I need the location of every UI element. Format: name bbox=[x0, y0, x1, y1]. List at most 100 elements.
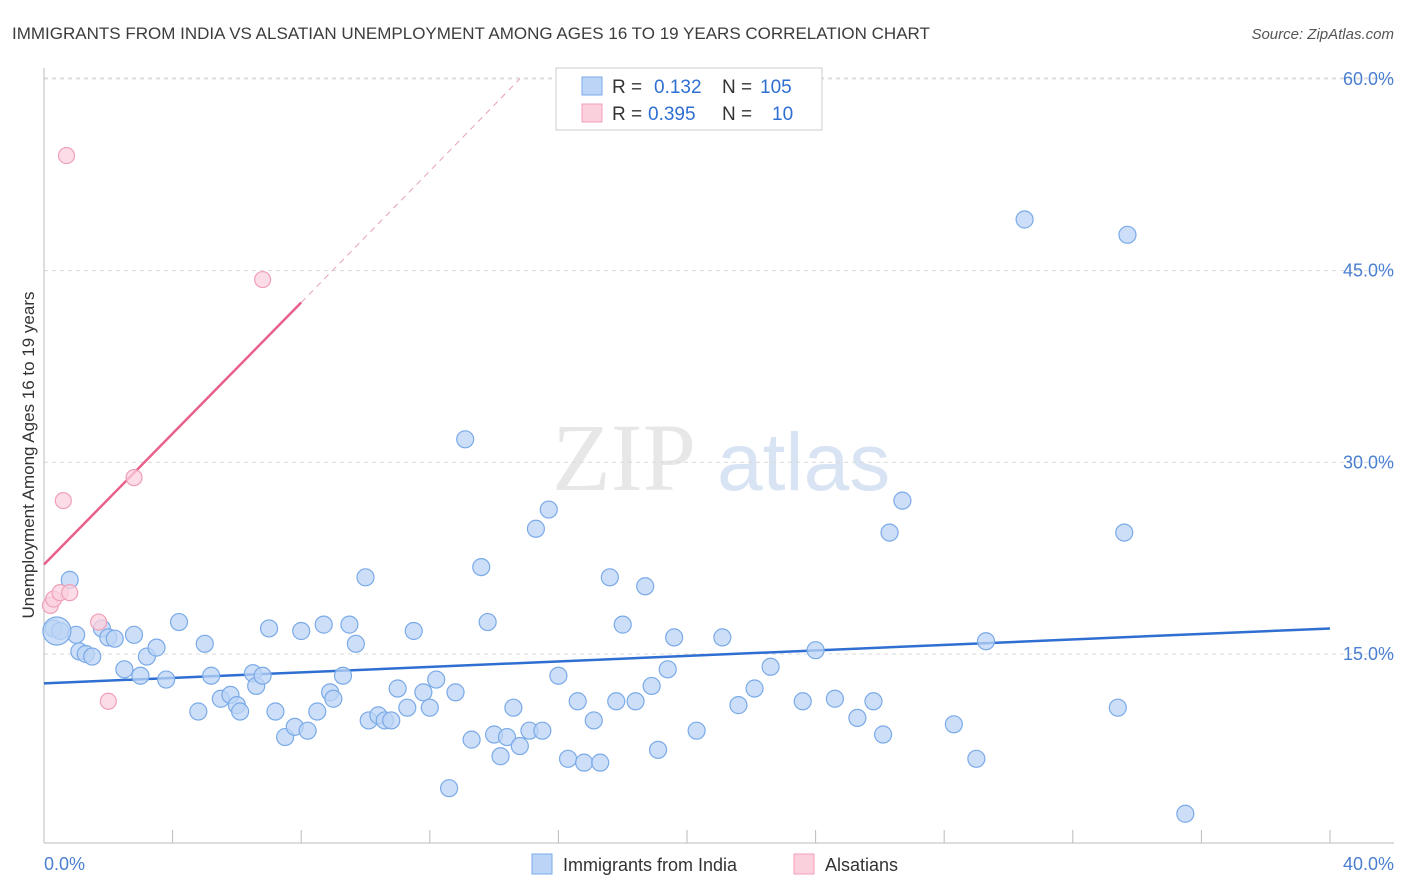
point-series-0-98 bbox=[1108, 698, 1127, 717]
point-series-0-61 bbox=[510, 736, 529, 756]
legend-r-value-alsatians: 0.395 bbox=[648, 104, 696, 125]
point-series-0-85 bbox=[761, 657, 780, 676]
bottom-legend-swatch-india bbox=[531, 853, 553, 875]
legend-n-value-india: 105 bbox=[760, 77, 792, 98]
y-axis-label: Unemployment Among Ages 16 to 19 years bbox=[19, 292, 38, 619]
point-series-0-92 bbox=[880, 523, 899, 542]
point-series-0-100 bbox=[1118, 225, 1137, 244]
point-series-0-75 bbox=[626, 692, 645, 711]
point-series-0-70 bbox=[584, 711, 603, 730]
point-series-0-56 bbox=[478, 612, 497, 632]
point-series-0-15 bbox=[157, 670, 176, 689]
legend-r-label-alsatians: R = bbox=[612, 104, 642, 125]
point-series-0-93 bbox=[893, 491, 912, 510]
point-series-0-89 bbox=[848, 708, 867, 728]
point-series-0-37 bbox=[333, 666, 353, 685]
axes bbox=[43, 68, 1394, 844]
legend-n-label-india: N = bbox=[722, 77, 752, 98]
point-series-0-34 bbox=[314, 615, 333, 634]
point-series-0-94 bbox=[944, 715, 963, 734]
point-series-1-3 bbox=[61, 584, 79, 602]
legend-r-label-india: R = bbox=[612, 77, 642, 98]
watermark: ZIP atlas bbox=[552, 404, 890, 511]
point-series-0-67 bbox=[558, 749, 578, 768]
svg-text:ZIP: ZIP bbox=[552, 404, 696, 511]
point-series-0-58 bbox=[491, 747, 510, 766]
y-tick-label-2: 45.0% bbox=[1343, 261, 1394, 281]
point-series-1-6 bbox=[90, 613, 108, 631]
point-series-0-87 bbox=[806, 641, 825, 660]
point-series-1-5 bbox=[57, 146, 76, 165]
point-series-0-74 bbox=[613, 615, 632, 634]
point-series-0-97 bbox=[1015, 210, 1034, 229]
point-series-0-18 bbox=[195, 634, 214, 653]
point-series-1-4 bbox=[54, 492, 72, 510]
point-series-0-72 bbox=[600, 568, 619, 587]
point-series-0-31 bbox=[292, 621, 311, 641]
point-series-0-88 bbox=[825, 689, 844, 708]
scatter-points bbox=[41, 146, 1195, 823]
point-series-0-80 bbox=[665, 628, 684, 647]
point-series-0-39 bbox=[346, 634, 365, 653]
point-series-0-14 bbox=[147, 638, 166, 657]
point-series-0-101 bbox=[1176, 804, 1195, 823]
trend-line-series-0 bbox=[43, 627, 1331, 685]
legend-swatch-alsatians bbox=[581, 103, 603, 123]
point-series-0-9 bbox=[105, 629, 124, 648]
point-series-0-73 bbox=[607, 692, 626, 711]
point-series-0-71 bbox=[591, 753, 610, 772]
point-series-0-51 bbox=[439, 779, 459, 798]
point-series-0-26 bbox=[253, 666, 272, 685]
trend-line-series-1 bbox=[43, 301, 303, 566]
y-tick-label-3: 60.0% bbox=[1343, 69, 1394, 89]
x-tick-label-max: 40.0% bbox=[1343, 854, 1394, 874]
trend-line-ext-series-1 bbox=[300, 78, 521, 303]
grid-lines bbox=[44, 77, 1394, 655]
point-series-0-28 bbox=[266, 702, 285, 721]
bottom-legend-swatch-alsatians bbox=[793, 853, 815, 875]
point-series-0-78 bbox=[648, 740, 668, 759]
point-series-0-11 bbox=[124, 625, 144, 644]
point-series-0-19 bbox=[202, 666, 221, 685]
trend-lines bbox=[43, 78, 1331, 685]
point-series-0-27 bbox=[259, 619, 279, 638]
point-series-0-45 bbox=[388, 679, 407, 698]
point-series-0-65 bbox=[539, 500, 558, 519]
point-series-0-86 bbox=[793, 692, 812, 711]
point-series-0-47 bbox=[404, 621, 423, 641]
point-series-0-33 bbox=[308, 702, 327, 721]
point-series-0-55 bbox=[472, 557, 491, 577]
x-tick-marks bbox=[43, 830, 1331, 843]
point-series-0-84 bbox=[745, 679, 764, 698]
point-series-0-99 bbox=[1115, 523, 1134, 542]
point-series-0-81 bbox=[687, 721, 706, 740]
point-series-0-91 bbox=[874, 725, 893, 744]
point-series-0-40 bbox=[356, 568, 375, 587]
large-point-series-0-0 bbox=[42, 616, 72, 646]
point-series-0-36 bbox=[324, 689, 343, 708]
point-series-0-82 bbox=[713, 628, 732, 647]
point-series-0-23 bbox=[231, 702, 250, 721]
legend-n-label-alsatians: N = bbox=[722, 104, 752, 125]
chart-source: Source: ZipAtlas.com bbox=[1251, 26, 1394, 43]
series-legend: Immigrants from India Alsatians bbox=[531, 853, 898, 875]
point-series-0-17 bbox=[189, 702, 208, 721]
point-series-0-63 bbox=[526, 519, 545, 538]
point-series-0-44 bbox=[382, 711, 401, 730]
point-series-0-52 bbox=[446, 683, 465, 702]
point-series-0-95 bbox=[967, 749, 986, 768]
bottom-legend-label-india: Immigrants from India bbox=[563, 855, 738, 875]
point-series-0-38 bbox=[340, 615, 359, 634]
point-series-0-90 bbox=[864, 692, 883, 711]
point-series-0-50 bbox=[427, 670, 446, 689]
point-series-0-6 bbox=[83, 647, 102, 666]
point-series-0-49 bbox=[420, 698, 439, 717]
legend-n-value-alsatians: 10 bbox=[772, 104, 793, 125]
point-series-0-66 bbox=[549, 666, 568, 685]
point-series-0-64 bbox=[533, 721, 552, 740]
point-series-0-77 bbox=[642, 676, 661, 696]
chart-title: IMMIGRANTS FROM INDIA VS ALSATIAN UNEMPL… bbox=[12, 24, 930, 43]
point-series-1-8 bbox=[125, 469, 143, 487]
point-series-0-68 bbox=[568, 692, 587, 711]
